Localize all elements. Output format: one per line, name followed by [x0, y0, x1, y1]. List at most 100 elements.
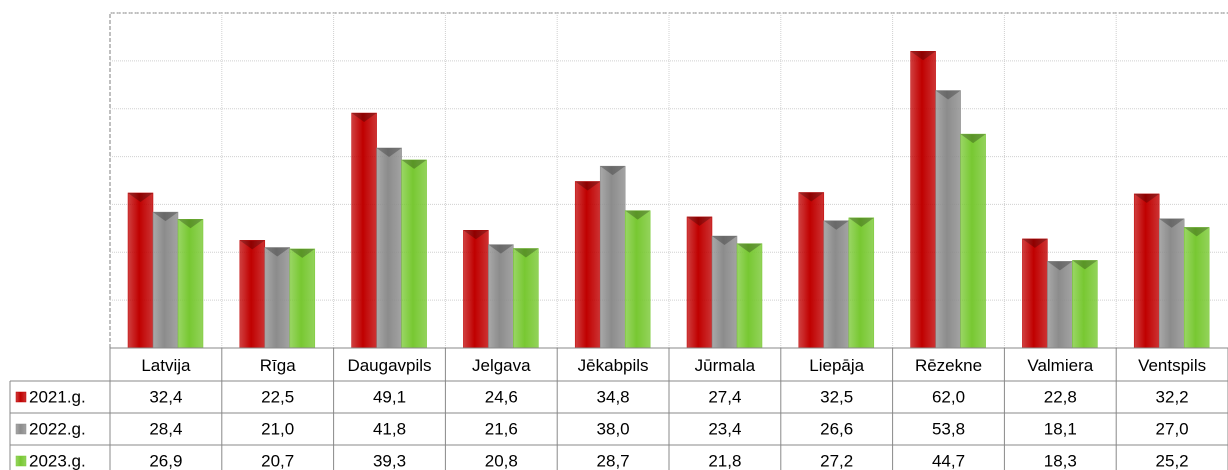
- bar: [463, 230, 489, 349]
- bar: [1072, 260, 1098, 349]
- bar-bevel: [1159, 218, 1185, 228]
- bar: [686, 216, 713, 349]
- bar: [599, 165, 626, 349]
- bar: [1047, 261, 1073, 349]
- bar-bevel: [128, 192, 153, 202]
- legend-label: 2022.g.: [29, 419, 86, 438]
- bar-bevel: [488, 244, 514, 254]
- bar-bevel: [1072, 260, 1098, 270]
- bar: [798, 192, 825, 349]
- x-tick-label: Liepāja: [809, 356, 864, 375]
- bar-bevel: [1184, 227, 1210, 237]
- bar-bevel: [1047, 261, 1073, 271]
- bar-bevel: [463, 230, 489, 240]
- x-tick-label: Daugavpils: [347, 356, 431, 375]
- table-value: 21,0: [261, 419, 294, 438]
- bar-bevel: [823, 220, 849, 230]
- table-value: 27,4: [708, 387, 741, 406]
- table-value: 23,4: [708, 419, 741, 438]
- table-value: 26,9: [149, 451, 182, 470]
- bar-bevel: [376, 147, 402, 157]
- plot-border: [109, 12, 1228, 348]
- bar-bevel: [910, 51, 936, 61]
- x-tick-label: Ventspils: [1138, 356, 1206, 375]
- bar: [960, 133, 986, 349]
- bar: [351, 112, 377, 349]
- bar: [1183, 227, 1210, 349]
- bar-bevel: [687, 216, 712, 226]
- bar-bevel: [935, 90, 961, 100]
- table-value: 22,5: [261, 387, 294, 406]
- legend-key: [15, 455, 27, 467]
- table-value: 32,4: [149, 387, 182, 406]
- bar: [264, 247, 291, 349]
- legend-key: [15, 423, 27, 435]
- table-value: 62,0: [932, 387, 965, 406]
- bar-bevel: [264, 247, 290, 257]
- bar-bevel: [513, 248, 539, 258]
- x-tick-label: Jūrmala: [695, 356, 756, 375]
- table-value: 25,2: [1156, 451, 1189, 470]
- bar: [1133, 193, 1160, 349]
- table-value: 21,8: [708, 451, 741, 470]
- bar: [239, 240, 266, 349]
- table-value: 49,1: [373, 387, 406, 406]
- table-value: 39,3: [373, 451, 406, 470]
- table-value: 41,8: [373, 419, 406, 438]
- bar-bevel: [239, 240, 265, 250]
- bar: [513, 248, 539, 349]
- bar: [488, 244, 514, 349]
- bar: [376, 147, 402, 349]
- table-value: 34,8: [597, 387, 630, 406]
- bar-bevel: [351, 113, 377, 123]
- x-tick-label: Valmiera: [1027, 356, 1093, 375]
- bar-bevel: [153, 212, 178, 222]
- bar-bevel: [848, 217, 874, 227]
- bar: [1158, 218, 1185, 349]
- legend-label: 2021.g.: [29, 387, 86, 406]
- bar: [1022, 238, 1048, 349]
- bar: [574, 181, 601, 349]
- bar-bevel: [575, 181, 601, 191]
- table-value: 28,4: [149, 419, 182, 438]
- table-value: 18,1: [1044, 419, 1077, 438]
- x-tick-label: Rīga: [260, 356, 296, 375]
- bar-bevel: [178, 219, 203, 229]
- bar: [711, 235, 738, 349]
- bar: [152, 211, 179, 349]
- x-tick-label: Latvija: [141, 356, 191, 375]
- table-value: 20,7: [261, 451, 294, 470]
- bar: [848, 217, 875, 349]
- bar: [935, 90, 961, 349]
- bar-bevel: [960, 134, 986, 144]
- x-tick-label: Rēzekne: [915, 356, 982, 375]
- table-value: 24,6: [485, 387, 518, 406]
- table-value: 21,6: [485, 419, 518, 438]
- table-value: 26,6: [820, 419, 853, 438]
- table-value: 38,0: [597, 419, 630, 438]
- bar: [823, 220, 850, 349]
- bar-bevel: [1022, 238, 1048, 248]
- table-value: 27,2: [820, 451, 853, 470]
- table-value: 32,2: [1156, 387, 1189, 406]
- bar-bevel: [1134, 193, 1160, 203]
- bar-bevel: [289, 248, 315, 258]
- bar-bevel: [600, 166, 626, 176]
- bar-bevel: [625, 210, 651, 220]
- bar-bevel: [401, 159, 427, 169]
- bar: [624, 210, 651, 349]
- bar-bevel: [798, 192, 824, 202]
- bar: [401, 159, 427, 349]
- x-tick-label: Jēkabpils: [578, 356, 649, 375]
- legend-label: 2023.g.: [29, 451, 86, 470]
- table-value: 53,8: [932, 419, 965, 438]
- table-value: 22,8: [1044, 387, 1077, 406]
- bar: [736, 243, 763, 349]
- table-value: 20,8: [485, 451, 518, 470]
- bar: [289, 248, 316, 349]
- table-value: 44,7: [932, 451, 965, 470]
- x-tick-label: Jelgava: [472, 356, 531, 375]
- table-value: 27,0: [1156, 419, 1189, 438]
- bar-bevel: [737, 243, 762, 253]
